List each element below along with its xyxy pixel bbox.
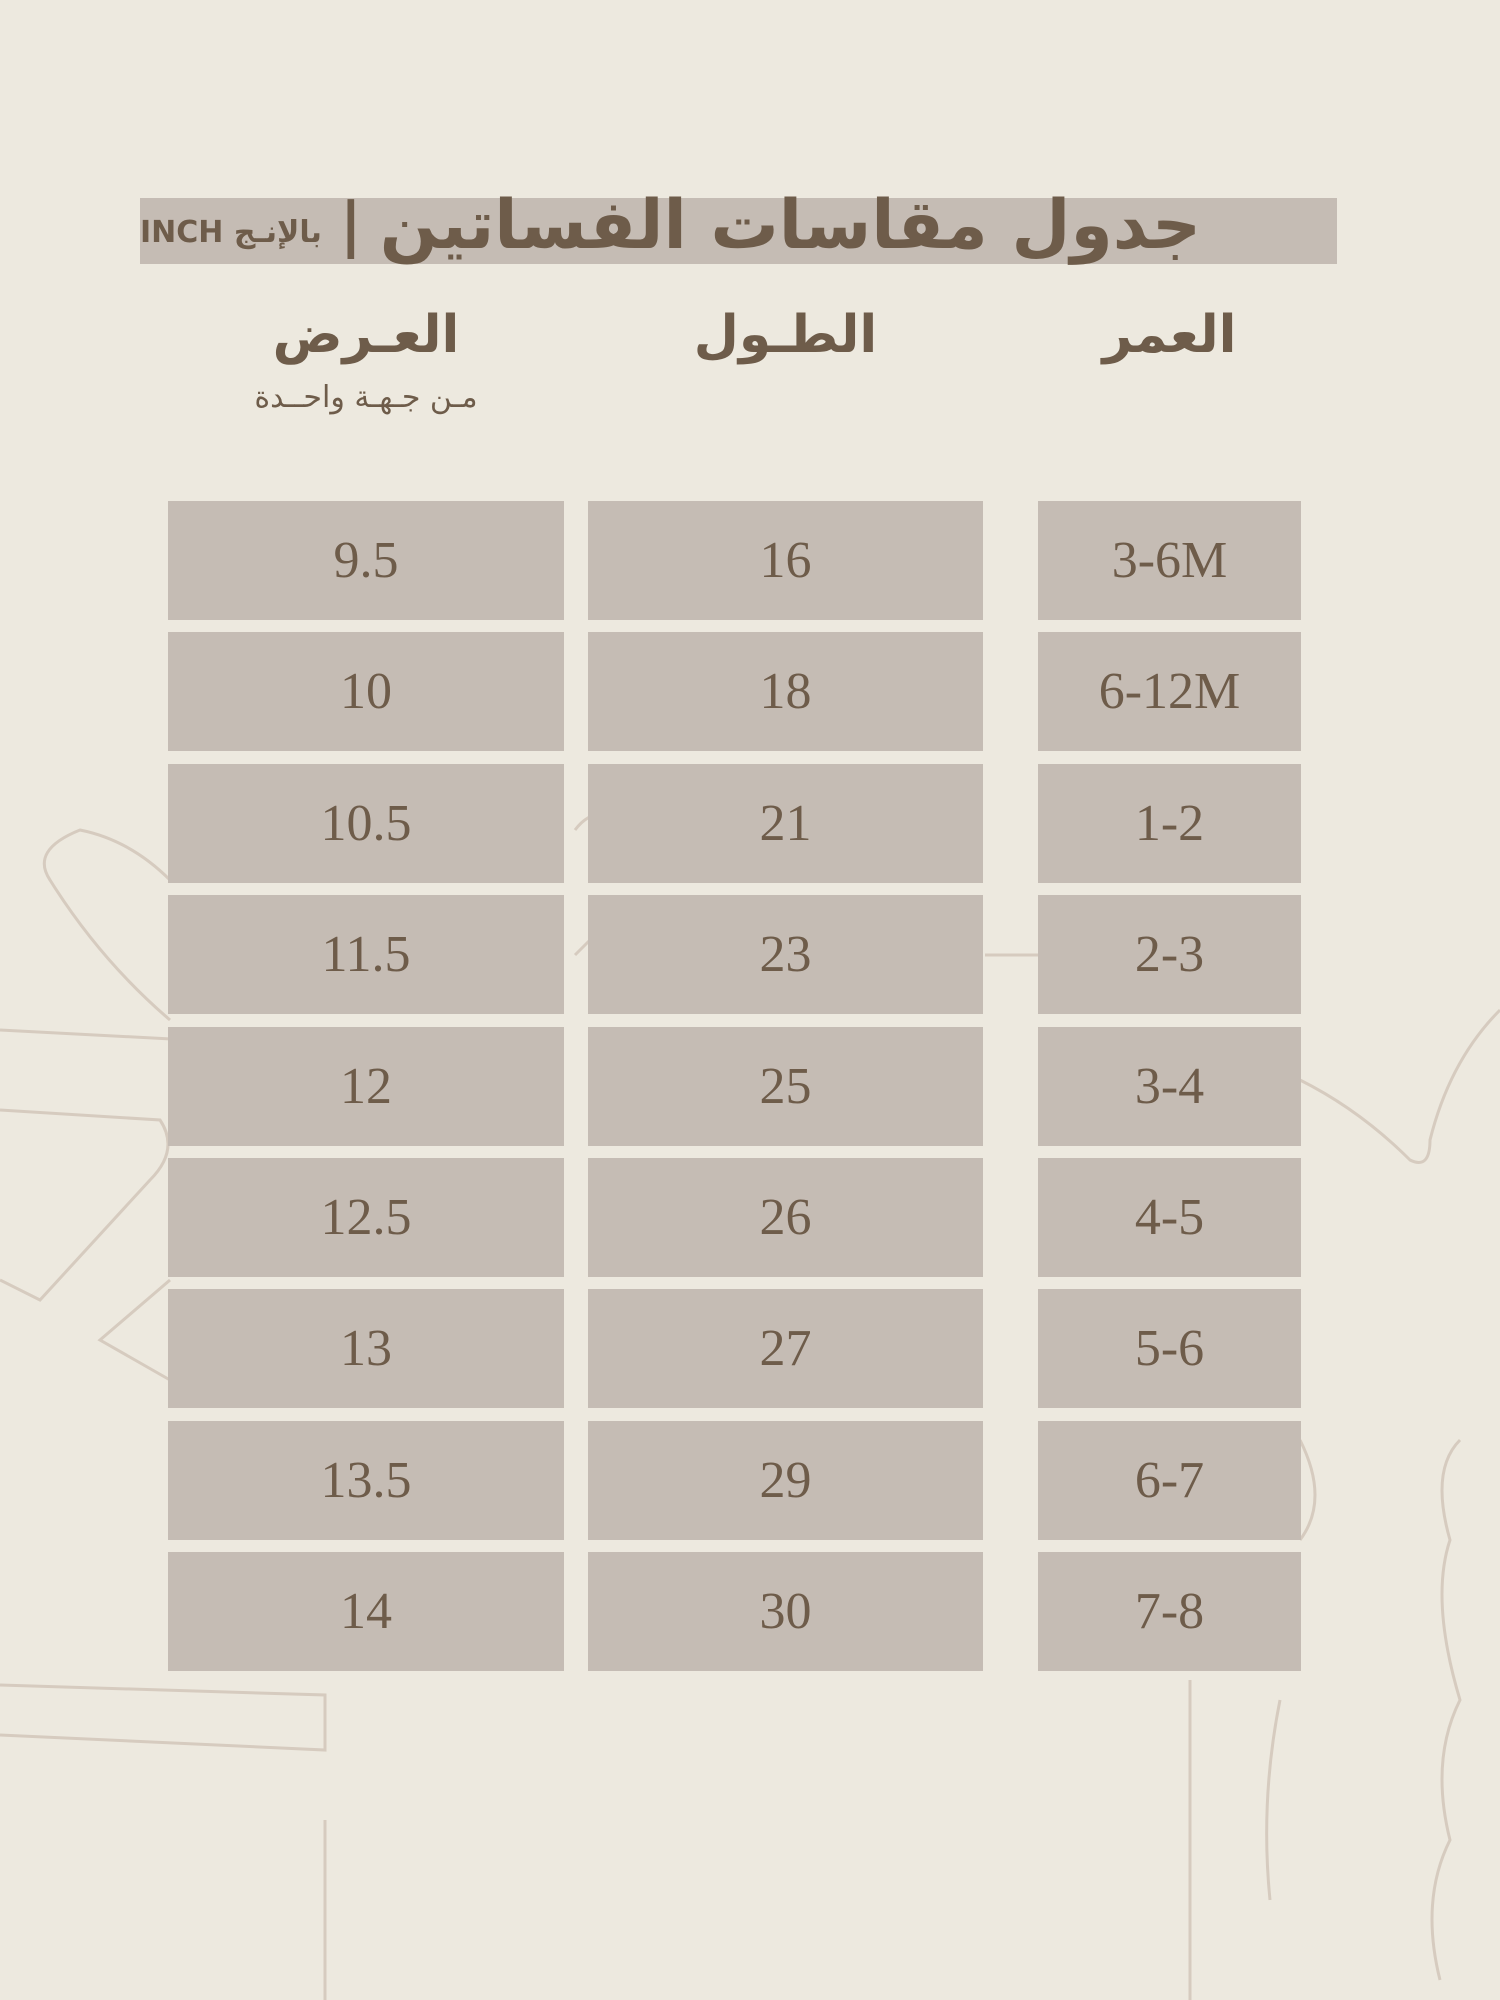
cell-width: 13.5	[168, 1420, 564, 1540]
cell-age: 6-12M	[1038, 632, 1301, 752]
cell-age: 3-4	[1038, 1026, 1301, 1146]
cell-age: 4-5	[1038, 1158, 1301, 1277]
header-age: العمر	[1102, 305, 1237, 365]
cell-age: 1-2	[1038, 763, 1301, 883]
header-width-note: مـن جـهـة واحــدة	[254, 380, 478, 415]
cell-length: 18	[588, 632, 983, 752]
cell-width: 11.5	[168, 895, 564, 1015]
cell-width: 10	[168, 632, 564, 752]
cell-length: 26	[588, 1158, 983, 1277]
cell-age: 7-8	[1038, 1552, 1301, 1672]
cell-length: 27	[588, 1289, 983, 1409]
cell-width: 14	[168, 1552, 564, 1672]
cell-age: 2-3	[1038, 895, 1301, 1015]
title-band	[140, 198, 1337, 264]
cell-length: 21	[588, 763, 983, 883]
header-width: العـرض	[272, 305, 460, 365]
cell-width: 12.5	[168, 1158, 564, 1277]
title-main: جدول مقاسات الفساتين	[379, 185, 1201, 265]
cell-length: 30	[588, 1552, 983, 1672]
title-separator: |	[339, 190, 362, 260]
cell-age: 5-6	[1038, 1289, 1301, 1409]
cell-age: 6-7	[1038, 1420, 1301, 1540]
page-title: جدول مقاسات الفساتين | بالإنـج INCH	[140, 170, 1337, 280]
cell-width: 12	[168, 1026, 564, 1146]
cell-width: 10.5	[168, 763, 564, 883]
cell-length: 25	[588, 1026, 983, 1146]
cell-length: 23	[588, 895, 983, 1015]
cell-age: 3-6M	[1038, 501, 1301, 620]
cell-width: 13	[168, 1289, 564, 1409]
cell-length: 29	[588, 1420, 983, 1540]
title-unit: بالإنـج INCH	[140, 214, 322, 250]
header-length: الطـول	[693, 305, 878, 365]
cell-length: 16	[588, 501, 983, 620]
cell-width: 9.5	[168, 501, 564, 620]
